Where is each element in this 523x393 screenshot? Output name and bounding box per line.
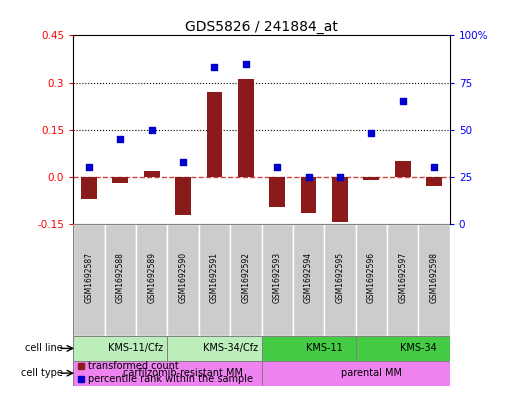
Bar xyxy=(262,336,356,361)
Text: GSM1692597: GSM1692597 xyxy=(398,252,407,303)
Text: cell line: cell line xyxy=(25,343,63,353)
Point xyxy=(430,164,438,171)
Bar xyxy=(73,224,105,336)
Bar xyxy=(112,177,128,183)
Bar xyxy=(73,361,262,386)
Bar xyxy=(144,171,160,177)
Bar xyxy=(269,177,285,207)
Bar xyxy=(301,177,316,213)
Legend: transformed count, percentile rank within the sample: transformed count, percentile rank withi… xyxy=(73,358,257,388)
Bar xyxy=(105,224,136,336)
Point xyxy=(336,174,344,180)
Bar xyxy=(262,361,450,386)
Bar xyxy=(332,177,348,222)
Bar xyxy=(356,336,450,361)
Bar xyxy=(230,224,262,336)
Bar xyxy=(81,177,97,199)
Text: GSM1692590: GSM1692590 xyxy=(178,252,188,303)
Text: GSM1692596: GSM1692596 xyxy=(367,252,376,303)
Bar xyxy=(418,224,450,336)
Bar xyxy=(207,92,222,177)
Text: GSM1692591: GSM1692591 xyxy=(210,252,219,303)
Point xyxy=(210,64,219,71)
Bar xyxy=(395,161,411,177)
Text: KMS-11/Cfz: KMS-11/Cfz xyxy=(108,343,164,353)
Text: KMS-34/Cfz: KMS-34/Cfz xyxy=(202,343,258,353)
Point xyxy=(367,130,376,137)
Point xyxy=(116,136,124,142)
Text: KMS-11: KMS-11 xyxy=(306,343,343,353)
Bar xyxy=(387,224,418,336)
Text: cell type: cell type xyxy=(21,368,63,378)
Bar xyxy=(167,336,262,361)
Bar xyxy=(167,224,199,336)
Title: GDS5826 / 241884_at: GDS5826 / 241884_at xyxy=(185,20,338,34)
Bar xyxy=(363,177,379,180)
Text: GSM1692588: GSM1692588 xyxy=(116,252,125,303)
Point xyxy=(242,61,250,67)
Text: GSM1692598: GSM1692598 xyxy=(429,252,439,303)
Point xyxy=(273,164,281,171)
Point xyxy=(85,164,93,171)
Bar xyxy=(426,177,442,186)
Text: GSM1692589: GSM1692589 xyxy=(147,252,156,303)
Text: GSM1692592: GSM1692592 xyxy=(241,252,251,303)
Point xyxy=(399,98,407,105)
Bar xyxy=(262,224,293,336)
Bar xyxy=(175,177,191,215)
Text: carfilzomib-resistant MM: carfilzomib-resistant MM xyxy=(123,368,243,378)
Point xyxy=(147,127,156,133)
Text: KMS-34: KMS-34 xyxy=(400,343,437,353)
Bar xyxy=(238,79,254,177)
Bar xyxy=(356,224,387,336)
Text: GSM1692593: GSM1692593 xyxy=(272,252,282,303)
Bar xyxy=(73,336,167,361)
Bar xyxy=(136,224,167,336)
Bar xyxy=(324,224,356,336)
Text: GSM1692587: GSM1692587 xyxy=(84,252,94,303)
Point xyxy=(304,174,313,180)
Bar xyxy=(293,224,324,336)
Text: parental MM: parental MM xyxy=(341,368,402,378)
Point xyxy=(179,159,187,165)
Bar xyxy=(199,224,230,336)
Text: GSM1692595: GSM1692595 xyxy=(335,252,345,303)
Text: GSM1692594: GSM1692594 xyxy=(304,252,313,303)
